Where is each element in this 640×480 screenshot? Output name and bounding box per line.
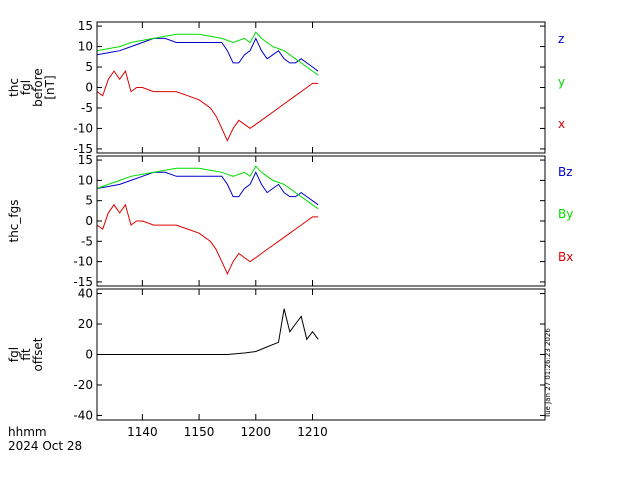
y-tick-label: -40 [73,408,93,422]
legend-entry-By: By [558,207,573,221]
y-axis-label: fgl [7,347,21,362]
x-tick-label: 1150 [184,425,215,439]
y-tick-label: -5 [81,234,93,248]
series-line-x [96,69,319,142]
legend-entry-z: z [558,32,564,46]
legend-entry-Bz: Bz [558,165,573,179]
y-tick-label: -10 [73,121,93,135]
y-axis-label: [nT] [43,75,57,99]
y-tick-label: 0 [85,81,93,95]
y-tick-label: 15 [78,19,93,33]
plot-frame [96,21,546,154]
plot-frame [96,155,546,287]
y-axis-label: before [31,68,45,107]
series-line-y [96,31,319,76]
y-axis-label: thc_fgs [7,199,21,242]
y-tick-label: -20 [73,378,93,392]
y-tick-label: 10 [78,40,93,54]
chart-panels: 151050-5-10-15thcfglbefore[nT]zyx151050-… [7,19,573,439]
y-tick-label: 5 [85,60,93,74]
x-tick-label: 1210 [297,425,328,439]
x-tick-label: 1200 [241,425,272,439]
y-axis-label: thc [7,78,21,97]
chart-panel-2: 15 10 5 0 -5 -10 -15 thc_fgs Bz By Bx [7,153,573,289]
y-tick-label: 0 [85,348,93,362]
series-line-Bx [96,203,319,275]
y-tick-label: 10 [78,173,93,187]
x-tick-label: 1140 [127,425,158,439]
timestamp-label: Tue Jan 27 01:26:23 2026 [544,328,552,419]
legend-entry-x: x [558,117,565,131]
series-line-By [96,165,319,210]
y-axis-label: offset [31,337,45,371]
y-tick-label: -15 [73,142,93,156]
x-axis-label-date: 2024 Oct 28 [8,439,82,453]
legend-entry-Bx: Bx [558,250,573,264]
y-tick-label: 0 [85,214,93,228]
y-tick-label: 40 [78,287,93,301]
y-axis-label: fgl [19,80,33,95]
legend-entry-y: y [558,75,565,89]
y-tick-label: -10 [73,255,93,269]
x-axis-label-unit: hhmm [8,425,47,439]
y-tick-label: 20 [78,317,93,331]
y-tick-label: -15 [73,275,93,289]
y-tick-label: 5 [85,194,93,208]
y-axis-label: fit [19,348,33,361]
y-tick-label: -5 [81,101,93,115]
series-line-z [96,37,319,72]
y-tick-label: 15 [78,153,93,167]
series-line-offset [97,308,319,355]
series-line-Bz [96,171,319,206]
